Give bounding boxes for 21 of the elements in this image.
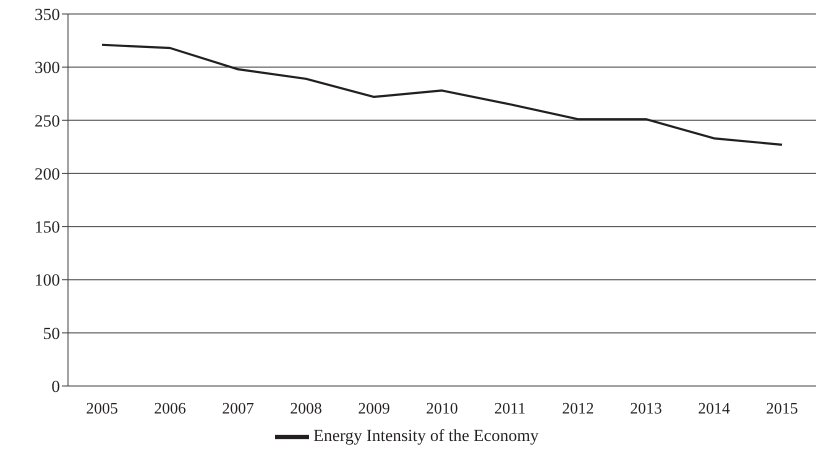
y-tick-label: 0 (52, 377, 60, 396)
x-tick-label: 2013 (630, 400, 662, 418)
x-tick-label: 2008 (290, 400, 322, 418)
x-tick-label: 2009 (358, 400, 390, 418)
x-tick-label: 2005 (86, 400, 118, 418)
y-tick-label: 150 (34, 218, 60, 237)
y-tick-label: 350 (34, 5, 60, 24)
x-tick-label: 2012 (562, 400, 594, 418)
y-tick-label: 250 (34, 111, 60, 130)
x-tick-label: 2006 (154, 400, 186, 418)
y-tick-label: 50 (43, 324, 60, 343)
x-tick-label: 2011 (494, 400, 526, 418)
x-tick-label: 2015 (766, 400, 798, 418)
y-tick-label: 300 (34, 58, 60, 78)
y-tick-label: 200 (34, 164, 60, 184)
line-series (100, 44, 784, 146)
x-tick-label: 2007 (222, 400, 254, 418)
x-tick-label: 2010 (426, 400, 458, 418)
x-tick-label: 2014 (698, 400, 730, 418)
y-tick-label: 100 (34, 270, 60, 290)
legend-label: Energy Intensity of the Economy (313, 426, 539, 445)
